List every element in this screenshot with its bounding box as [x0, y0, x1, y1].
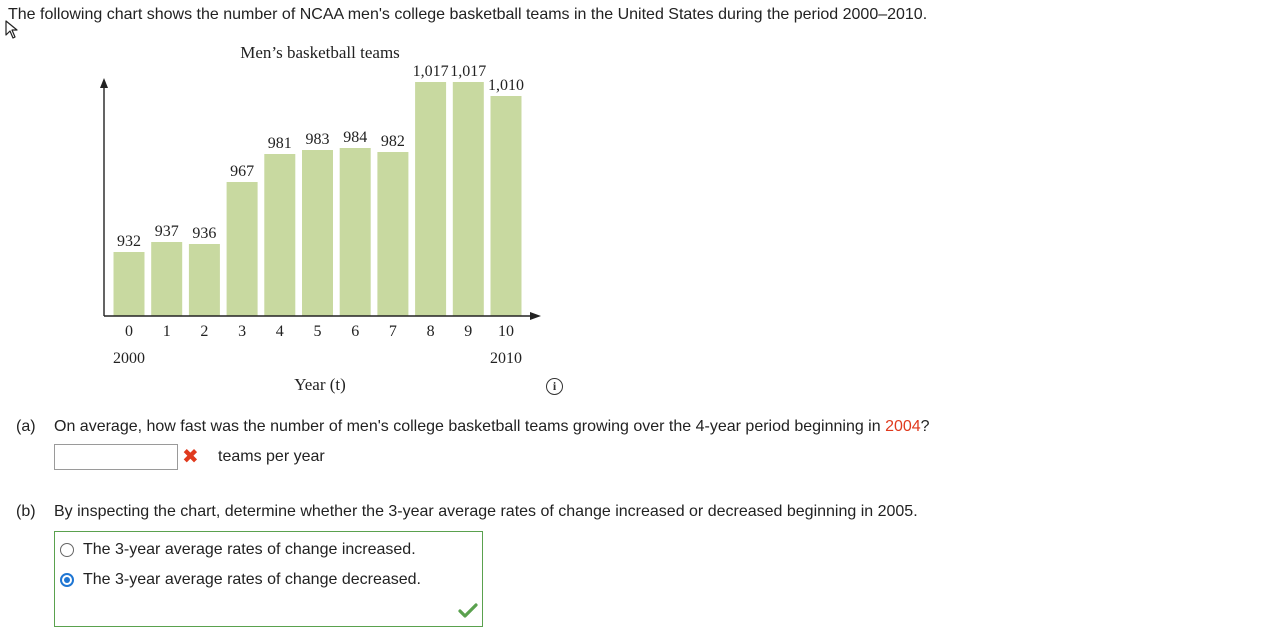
answer-a-input[interactable]: [54, 444, 178, 470]
answer-b-choices: The 3-year average rates of change incre…: [54, 531, 483, 627]
answer-a-unit: teams per year: [218, 448, 325, 465]
bar-7: [377, 152, 409, 316]
bar-value-label-9: 1,017: [450, 63, 486, 80]
year-label-2010: 2010: [490, 350, 522, 367]
radio-increased[interactable]: [60, 543, 74, 557]
check-mark-icon: [458, 603, 478, 618]
mouse-pointer-icon: [5, 20, 18, 39]
bar-value-label-5: 983: [306, 131, 330, 148]
x-tick-label-5: 5: [314, 323, 322, 340]
x-tick-label-0: 0: [125, 323, 133, 340]
y-axis-arrow: [100, 78, 108, 88]
bar-2: [188, 244, 220, 316]
x-tick-label-6: 6: [351, 323, 359, 340]
bar-0: [113, 252, 145, 316]
choice-increased-label: The 3-year average rates of change incre…: [83, 541, 416, 558]
bar-value-label-3: 967: [230, 163, 254, 180]
x-tick-label-9: 9: [464, 323, 472, 340]
x-tick-label-3: 3: [238, 323, 246, 340]
bar-8: [415, 82, 447, 316]
chart-title: Men’s basketball teams: [240, 43, 400, 62]
question-b-text: By inspecting the chart, determine wheth…: [54, 503, 918, 520]
x-axis-label: Year (t): [294, 375, 346, 394]
x-tick-label-7: 7: [389, 323, 397, 340]
x-tick-label-8: 8: [427, 323, 435, 340]
bar-value-label-8: 1,017: [413, 63, 449, 80]
bar-6: [339, 148, 371, 316]
x-tick-label-1: 1: [163, 323, 171, 340]
intro-text: The following chart shows the number of …: [8, 6, 928, 23]
question-b: (b) By inspecting the chart, determine wh…: [16, 503, 918, 521]
bar-value-label-1: 937: [155, 223, 179, 240]
question-b-tag: (b): [16, 503, 36, 520]
bar-value-label-6: 984: [343, 129, 367, 146]
bar-5: [302, 150, 333, 316]
bar-4: [264, 154, 296, 316]
bar-3: [226, 182, 258, 316]
question-a-year: 2004: [885, 418, 921, 435]
year-label-2000: 2000: [113, 350, 145, 367]
choice-decreased-label: The 3-year average rates of change decre…: [83, 571, 421, 588]
radio-decreased[interactable]: [60, 573, 74, 587]
choice-increased[interactable]: The 3-year average rates of change incre…: [60, 541, 416, 559]
x-axis-label-text: Year (t): [294, 375, 346, 394]
question-a: (a) On average, how fast was the number o…: [16, 418, 930, 436]
x-tick-label-2: 2: [200, 323, 208, 340]
question-a-tag: (a): [16, 418, 36, 435]
x-mark-icon: ✖: [182, 446, 199, 468]
bar-1: [151, 242, 183, 316]
x-tick-label-10: 10: [498, 323, 514, 340]
bar-value-label-4: 981: [268, 135, 292, 152]
x-tick-label-4: 4: [276, 323, 284, 340]
question-a-end: ?: [920, 418, 930, 435]
x-axis-arrow: [530, 312, 541, 320]
bar-value-label-10: 1,010: [488, 77, 524, 94]
info-icon[interactable]: i: [546, 378, 563, 395]
bar-9: [452, 82, 484, 316]
bar-value-label-2: 936: [192, 225, 216, 242]
bar-10: [490, 96, 522, 316]
bar-value-label-7: 982: [381, 133, 405, 150]
bar-value-label-0: 932: [117, 233, 141, 250]
choice-decreased[interactable]: The 3-year average rates of change decre…: [60, 571, 421, 589]
question-a-text: On average, how fast was the number of m…: [54, 418, 886, 435]
